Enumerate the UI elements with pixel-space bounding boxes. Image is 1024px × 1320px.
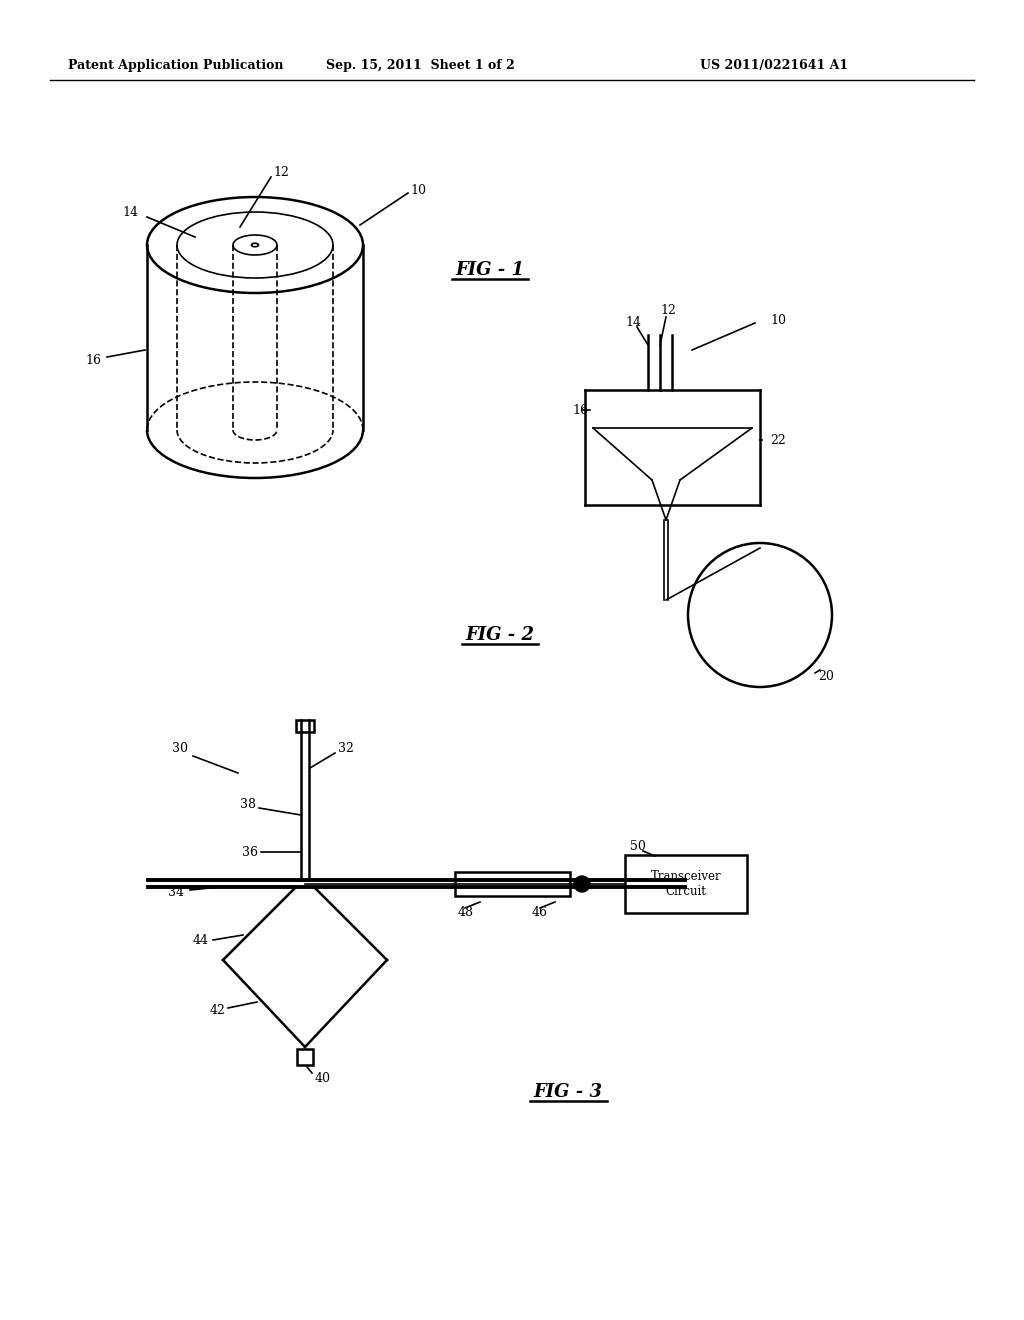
Text: 50: 50	[630, 841, 646, 854]
Text: US 2011/0221641 A1: US 2011/0221641 A1	[700, 58, 848, 71]
Text: 38: 38	[240, 799, 256, 812]
Text: 10: 10	[410, 183, 426, 197]
Text: 22: 22	[770, 433, 785, 446]
Text: 36: 36	[242, 846, 258, 858]
Bar	[625, 855, 746, 913]
Text: 12: 12	[273, 165, 289, 178]
Text: FIG - 3: FIG - 3	[534, 1082, 602, 1101]
Text: 10: 10	[770, 314, 786, 326]
Text: 48: 48	[458, 906, 474, 919]
Text: 40: 40	[315, 1072, 331, 1085]
Text: 42: 42	[210, 1003, 226, 1016]
Text: 30: 30	[172, 742, 188, 755]
Text: 46: 46	[532, 906, 548, 919]
Bar	[296, 719, 314, 733]
Text: 32: 32	[338, 742, 354, 755]
Bar	[297, 1049, 313, 1065]
Text: Patent Application Publication: Patent Application Publication	[68, 58, 284, 71]
Text: 14: 14	[122, 206, 138, 219]
Text: FIG - 1: FIG - 1	[456, 261, 524, 279]
Bar	[455, 873, 570, 896]
Text: 16: 16	[85, 354, 101, 367]
Text: 20: 20	[818, 671, 834, 684]
Text: Transceiver
Circuit: Transceiver Circuit	[650, 870, 721, 898]
Text: 34: 34	[168, 886, 184, 899]
Ellipse shape	[574, 876, 590, 892]
Text: FIG - 2: FIG - 2	[466, 626, 535, 644]
Text: 44: 44	[193, 933, 209, 946]
Text: 16: 16	[572, 404, 588, 417]
Text: Sep. 15, 2011  Sheet 1 of 2: Sep. 15, 2011 Sheet 1 of 2	[326, 58, 514, 71]
Text: 12: 12	[660, 304, 676, 317]
Text: 14: 14	[625, 317, 641, 330]
